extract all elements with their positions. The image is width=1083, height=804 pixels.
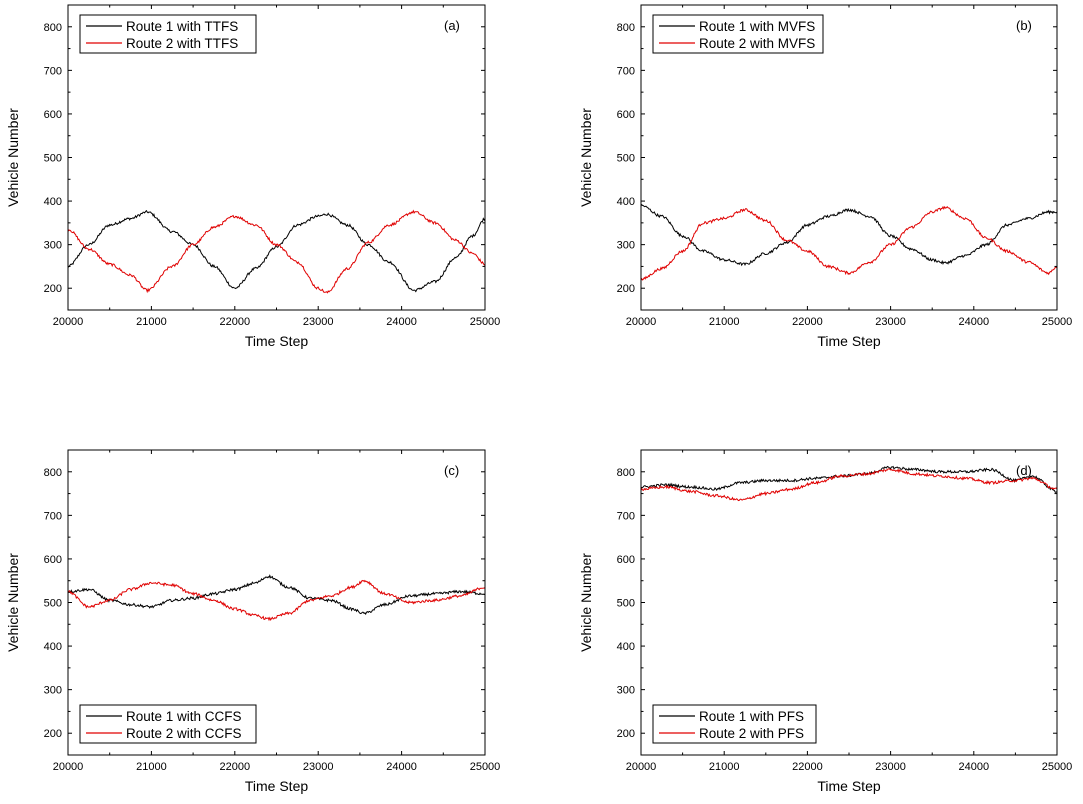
y-tick-label: 600 xyxy=(44,109,62,121)
x-tick-label: 25000 xyxy=(470,761,501,773)
legend: Route 1 with CCFS Route 2 with CCFS xyxy=(79,704,257,744)
y-tick-label: 500 xyxy=(44,153,62,165)
y-tick-label: 200 xyxy=(617,283,635,295)
x-tick-label: 21000 xyxy=(136,761,167,773)
legend-box xyxy=(652,14,824,54)
series-line-route-2 xyxy=(641,468,1057,502)
x-axis-title: Time Step xyxy=(817,778,880,794)
legend-box xyxy=(79,704,257,744)
chart-panel-a: 20000 21000 22000 23000 24000 25000 200 300 400 5… xyxy=(5,4,501,349)
x-tick-label: 20000 xyxy=(53,761,84,773)
y-tick-label: 500 xyxy=(617,153,635,165)
series-line-route-2 xyxy=(641,205,1057,281)
legend-label: Route 2 with PFS xyxy=(699,726,804,741)
legend-label: Route 2 with TTFS xyxy=(126,36,238,51)
y-tick-label: 300 xyxy=(617,685,635,697)
series-line-route-1 xyxy=(641,203,1057,267)
x-tick-label: 25000 xyxy=(1042,316,1073,328)
panel-label: (c) xyxy=(444,463,459,478)
y-tick-label: 400 xyxy=(617,196,635,208)
y-tick-label: 400 xyxy=(617,641,635,653)
series-line-route-1 xyxy=(641,465,1057,493)
x-axis-title: Time Step xyxy=(817,333,880,349)
y-tick-label: 300 xyxy=(44,685,62,697)
y-tick-label: 700 xyxy=(44,65,62,77)
legend: Route 1 with MVFS Route 2 with MVFS xyxy=(652,14,824,54)
y-tick-label: 800 xyxy=(617,22,635,34)
y-tick-label: 300 xyxy=(617,240,635,252)
chart-panel-c: 20000 21000 22000 23000 24000 25000 200 300 400 5… xyxy=(5,449,501,794)
series-line-route-2 xyxy=(68,209,485,294)
y-tick-label: 600 xyxy=(44,554,62,566)
x-tick-label: 20000 xyxy=(626,761,657,773)
x-tick-label: 20000 xyxy=(53,316,84,328)
legend: Route 1 with PFS Route 2 with PFS xyxy=(652,704,817,744)
x-tick-label: 24000 xyxy=(386,761,417,773)
y-tick-label: 700 xyxy=(44,510,62,522)
x-axis-title: Time Step xyxy=(245,778,308,794)
x-tick-label: 24000 xyxy=(959,761,990,773)
y-tick-label: 200 xyxy=(617,728,635,740)
y-tick-label: 800 xyxy=(44,22,62,34)
x-tick-label: 23000 xyxy=(303,761,334,773)
y-tick-label: 700 xyxy=(617,510,635,522)
y-tick-label: 600 xyxy=(617,109,635,121)
y-tick-label: 600 xyxy=(617,554,635,566)
x-tick-label: 22000 xyxy=(792,761,823,773)
legend-label: Route 1 with PFS xyxy=(699,709,804,724)
y-tick-label: 800 xyxy=(617,467,635,479)
y-tick-label: 200 xyxy=(44,728,62,740)
y-tick-label: 700 xyxy=(617,65,635,77)
chart-panel-d: 20000 21000 22000 23000 24000 25000 200 300 400 5… xyxy=(578,449,1073,794)
panel-label: (b) xyxy=(1016,18,1032,33)
y-tick-label: 500 xyxy=(617,598,635,610)
x-tick-label: 24000 xyxy=(386,316,417,328)
series-line-route-1 xyxy=(68,209,485,293)
legend: Route 1 with TTFS Route 2 with TTFS xyxy=(79,14,257,54)
x-tick-label: 22000 xyxy=(792,316,823,328)
x-tick-label: 23000 xyxy=(303,316,334,328)
y-tick-label: 400 xyxy=(44,641,62,653)
legend-label: Route 1 with CCFS xyxy=(126,709,242,724)
x-tick-label: 24000 xyxy=(959,316,990,328)
y-axis-title: Vehicle Number xyxy=(5,108,21,207)
chart-panel-b: 20000 21000 22000 23000 24000 25000 200 300 400 5… xyxy=(578,4,1073,349)
y-tick-label: 200 xyxy=(44,283,62,295)
x-tick-label: 21000 xyxy=(709,761,740,773)
series-line-route-1 xyxy=(68,574,485,616)
x-tick-label: 21000 xyxy=(709,316,740,328)
y-axis-title: Vehicle Number xyxy=(578,553,594,652)
x-tick-label: 23000 xyxy=(875,761,906,773)
legend-box xyxy=(652,704,817,744)
legend-label: Route 2 with CCFS xyxy=(126,726,242,741)
legend-box xyxy=(79,14,257,54)
x-tick-label: 25000 xyxy=(470,316,501,328)
y-axis-title: Vehicle Number xyxy=(5,553,21,652)
x-axis-title: Time Step xyxy=(245,333,308,349)
x-tick-label: 20000 xyxy=(626,316,657,328)
panel-label: (a) xyxy=(444,18,460,33)
y-tick-label: 300 xyxy=(44,240,62,252)
x-tick-label: 22000 xyxy=(220,761,251,773)
y-tick-label: 500 xyxy=(44,598,62,610)
series-line-route-2 xyxy=(68,579,485,622)
y-axis-title: Vehicle Number xyxy=(578,108,594,207)
x-tick-label: 21000 xyxy=(136,316,167,328)
legend-label: Route 1 with MVFS xyxy=(699,19,815,34)
panel-label: (d) xyxy=(1016,463,1032,478)
x-tick-label: 23000 xyxy=(875,316,906,328)
legend-label: Route 1 with TTFS xyxy=(126,19,238,34)
legend-label: Route 2 with MVFS xyxy=(699,36,815,51)
x-tick-label: 25000 xyxy=(1042,761,1073,773)
y-tick-label: 400 xyxy=(44,196,62,208)
y-tick-label: 800 xyxy=(44,467,62,479)
x-tick-label: 22000 xyxy=(220,316,251,328)
